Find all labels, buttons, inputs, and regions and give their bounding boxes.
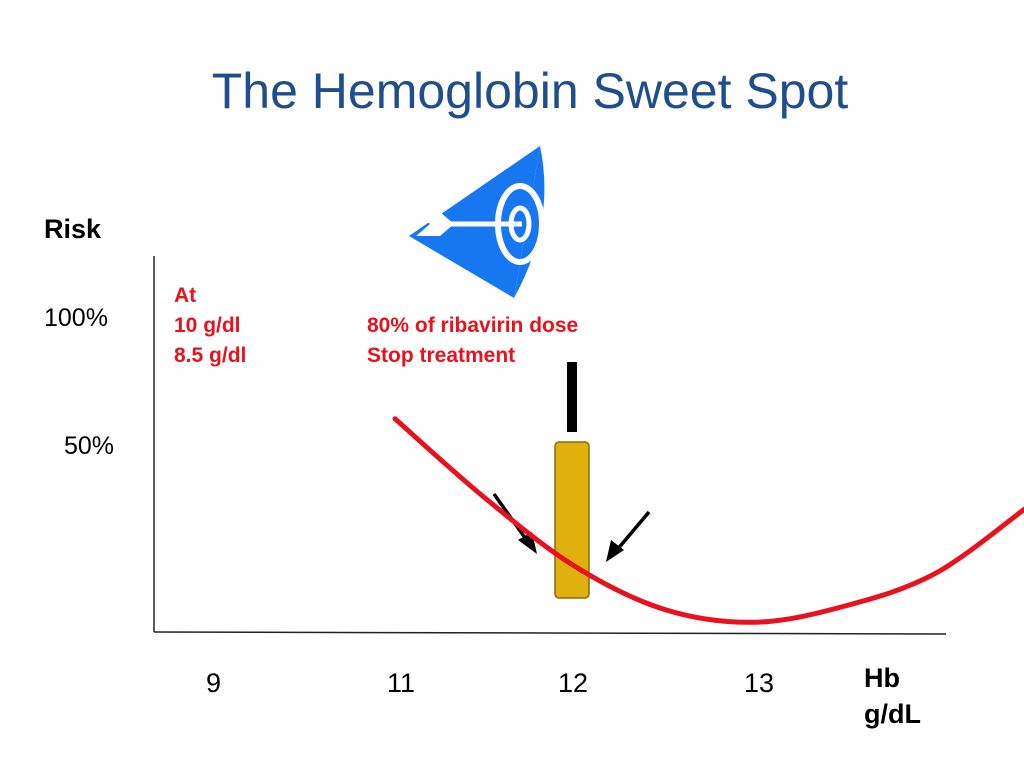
target-arrow-icon xyxy=(409,146,545,298)
annotation-80-percent-dose: 80% of ribavirin dose xyxy=(367,314,579,337)
risk-curve xyxy=(392,416,1024,625)
annotation-stop-treatment: Stop treatment xyxy=(367,344,516,367)
x-axis-label: Hb g/dL xyxy=(864,660,921,732)
x-tick-12: 12 xyxy=(558,668,589,698)
x-tick-11: 11 xyxy=(387,668,416,698)
annotation-10-gdl: 10 g/dl xyxy=(174,314,241,337)
x-axis-label-line2: g/dL xyxy=(864,699,921,729)
annotation-at: At xyxy=(174,284,197,307)
y-tick-100: 100% xyxy=(44,304,108,332)
chart-title: The Hemoglobin Sweet Spot xyxy=(211,63,849,119)
y-tick-50: 50% xyxy=(64,432,115,460)
y-axis-label: Risk xyxy=(44,214,102,244)
x-axis-label-line1: Hb xyxy=(864,663,900,693)
right-pointer-arrow xyxy=(606,510,651,562)
x-tick-9: 9 xyxy=(206,668,222,698)
x-axis xyxy=(153,631,947,635)
annotation-8-5-gdl: 8.5 g/dl xyxy=(174,344,247,367)
x-tick-13: 13 xyxy=(744,668,775,698)
